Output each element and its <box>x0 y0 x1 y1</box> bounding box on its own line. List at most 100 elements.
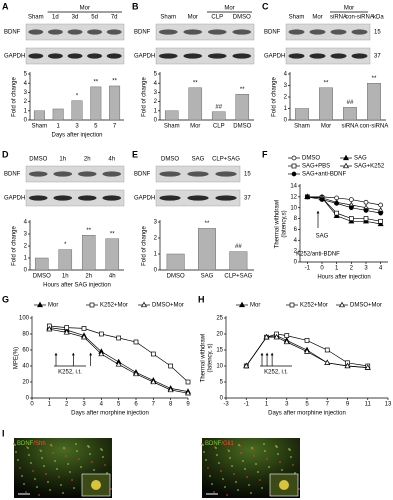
y-axis-label: (latency,s) <box>282 210 288 237</box>
blot-lane-label: SAG <box>192 157 205 163</box>
cell-dot <box>202 444 204 446</box>
cell-dot <box>229 457 231 459</box>
point <box>378 202 384 208</box>
cell-dot <box>281 469 283 471</box>
blot-band <box>187 195 209 201</box>
point <box>324 359 331 365</box>
blot-row-label: GAPDH <box>4 54 25 60</box>
cell-dot <box>34 478 36 480</box>
blot-band <box>28 53 44 59</box>
bar <box>229 251 248 271</box>
x-tick-label: 2 <box>350 266 354 272</box>
cell-dot <box>106 472 108 474</box>
cell-dot <box>54 460 56 462</box>
significance: ** <box>112 79 117 85</box>
point <box>185 379 191 385</box>
blot-band <box>309 53 326 59</box>
y-tick-label: 2 <box>154 99 158 105</box>
point <box>133 370 139 377</box>
blot-band <box>47 53 63 59</box>
point <box>64 325 70 330</box>
blot-band <box>47 29 63 35</box>
y-axis-label: Fold of change <box>272 76 278 116</box>
cell-dot <box>104 464 106 466</box>
point <box>243 362 250 369</box>
blot-band <box>67 53 83 59</box>
y-tick-label: 2 <box>284 95 288 101</box>
bar <box>343 107 357 121</box>
x-tick-label: 3 <box>285 402 289 408</box>
cell-dot <box>47 481 49 483</box>
cell-dot <box>242 460 244 462</box>
legend-label: DMSO <box>302 156 320 162</box>
cell-dot <box>248 484 250 486</box>
y-tick-label: 5 <box>24 72 28 78</box>
point <box>98 350 105 357</box>
blot-band <box>187 171 209 177</box>
cell-dot <box>226 494 228 496</box>
y-tick-label: 1 <box>284 106 288 112</box>
bar <box>367 82 381 121</box>
bar <box>319 87 333 121</box>
blot-band <box>183 29 203 35</box>
x-tick-label: Mor <box>321 124 331 130</box>
y-tick-label: 10 <box>216 364 223 370</box>
y-tick-label: 1 <box>154 252 158 258</box>
significance: * <box>64 242 67 248</box>
legend-marker <box>291 171 297 177</box>
y-tick-label: 2 <box>24 99 28 105</box>
blot-band <box>351 29 368 35</box>
legend-label: DMSO+Mor <box>350 303 382 309</box>
legend-label: SAG+K252 <box>354 164 385 170</box>
legend-marker <box>239 301 245 308</box>
x-tick-label: 13 <box>385 402 392 408</box>
annotation: SAG <box>316 234 329 240</box>
y-tick-label: 0 <box>220 396 224 402</box>
series-line <box>307 196 381 211</box>
cell-dot <box>73 487 75 489</box>
legend-marker <box>291 155 297 161</box>
cell-dot <box>263 443 265 445</box>
panel-label: D <box>2 149 9 159</box>
cell-dot <box>40 450 42 452</box>
significance: ** <box>193 80 198 86</box>
cell-dot <box>264 450 266 452</box>
point <box>63 329 70 335</box>
blot-band <box>159 171 181 177</box>
y-tick-label: 4 <box>24 220 28 226</box>
cell-dot <box>253 455 255 457</box>
y-axis-label: Thermal withdrawl <box>275 200 281 249</box>
blot-group-label: Mor <box>80 6 90 12</box>
cell-dot <box>30 462 32 464</box>
x-tick-label: DMSO <box>33 274 51 280</box>
cell-dot <box>211 483 213 485</box>
x-tick-label: DMSO <box>167 274 185 280</box>
panel-label: I <box>2 428 5 438</box>
y-tick-label: 40 <box>22 364 29 370</box>
x-tick-label: CLP+SAG <box>224 274 252 280</box>
y-axis-label: Fold of change <box>142 225 148 265</box>
blot-membrane <box>155 23 255 41</box>
cell-dot <box>110 488 112 490</box>
blot-band <box>53 171 73 177</box>
x-tick-label: 7 <box>326 402 330 408</box>
significance: ** <box>240 87 245 93</box>
y-tick-label: 1 <box>154 108 158 114</box>
bar <box>58 249 73 271</box>
significance: ** <box>372 76 377 82</box>
cell-dot <box>41 457 43 459</box>
cell-dot <box>71 479 73 481</box>
point <box>167 386 174 393</box>
blot-lane-label: Sham <box>28 15 44 21</box>
x-tick-label: 3 <box>364 266 368 272</box>
legend-label: K252+Mor <box>100 303 128 309</box>
y-axis-label: MPE(%) <box>14 347 20 369</box>
point <box>348 197 354 202</box>
series-line <box>307 196 381 206</box>
blot-band <box>207 29 227 35</box>
blot-band <box>87 53 103 59</box>
x-tick-label: 1 <box>57 124 61 130</box>
blot-band <box>106 53 122 59</box>
x-tick-label: Sham <box>294 124 310 130</box>
legend-marker <box>141 301 147 308</box>
